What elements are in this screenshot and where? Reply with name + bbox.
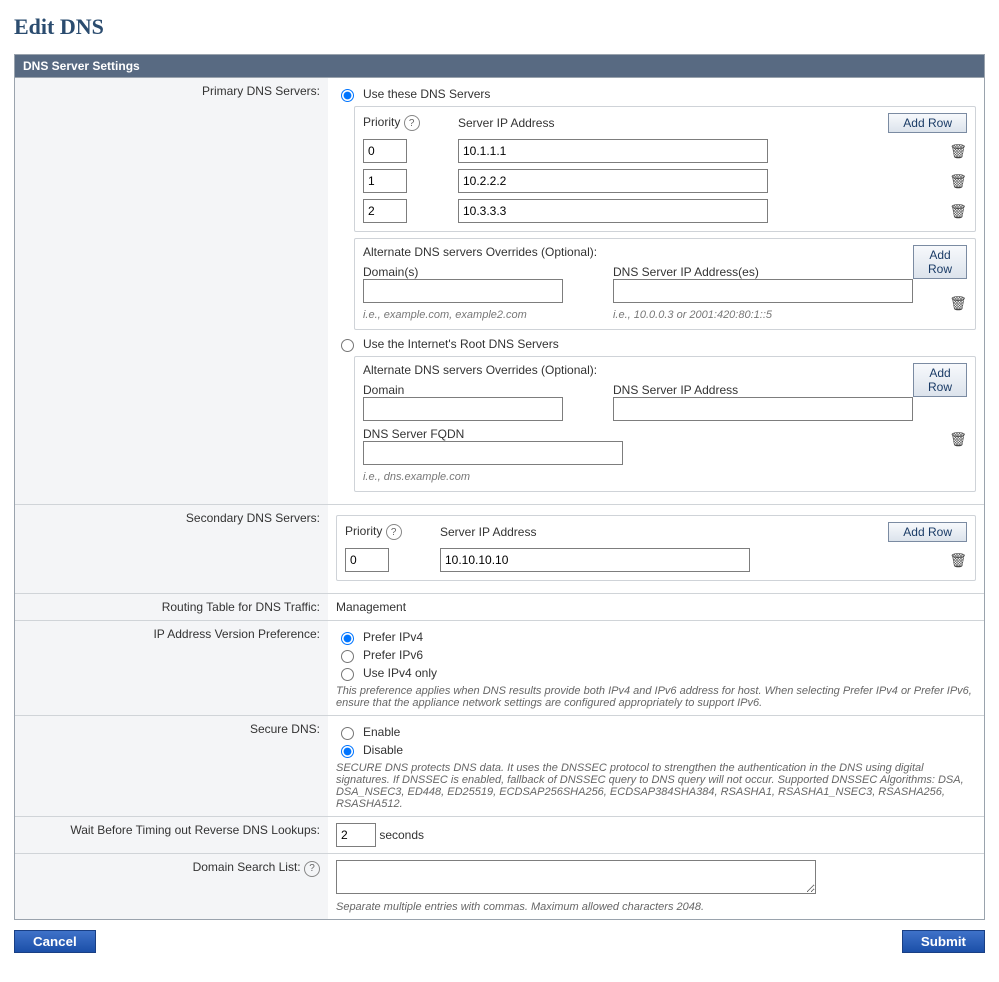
help-icon[interactable]: ? — [404, 115, 420, 131]
override-b-domain-header: Domain — [363, 383, 583, 397]
search-list-hint: Separate multiple entries with commas. M… — [336, 901, 976, 913]
override-a-title: Alternate DNS servers Overrides (Optiona… — [363, 245, 913, 259]
secure-dns-enable-radio[interactable] — [341, 727, 354, 740]
primary-add-row-button[interactable]: Add Row — [888, 113, 967, 133]
routing-label: Routing Table for DNS Traffic: — [15, 594, 328, 621]
use-these-dns-radio[interactable] — [341, 89, 354, 102]
use-ipv4-only-radio[interactable] — [341, 668, 354, 681]
secure-dns-disable-text: Disable — [363, 743, 403, 757]
server-ip-input[interactable] — [458, 199, 768, 223]
help-icon[interactable]: ? — [304, 861, 320, 877]
secure-dns-label: Secure DNS: — [15, 716, 328, 817]
dns-settings-panel: DNS Server Settings Primary DNS Servers:… — [14, 54, 985, 920]
override-b-domain-input[interactable] — [363, 397, 563, 421]
override-b-ip-header: DNS Server IP Address — [613, 383, 913, 397]
use-ipv4-only-text: Use IPv4 only — [363, 666, 437, 680]
trash-icon[interactable]: 🗑 — [949, 431, 967, 448]
timeout-input[interactable] — [336, 823, 376, 847]
col-priority-header: Priority — [345, 524, 382, 538]
timeout-unit: seconds — [379, 828, 424, 842]
trash-icon[interactable]: 🗑 — [949, 552, 967, 568]
server-ip-input[interactable] — [440, 548, 750, 572]
use-root-dns-text: Use the Internet's Root DNS Servers — [363, 337, 559, 351]
trash-icon[interactable]: 🗑 — [949, 295, 967, 312]
secondary-dns-table: Priority ? Server IP Address Add Row — [336, 515, 976, 581]
override-b-fqdn-hint: i.e., dns.example.com — [363, 471, 913, 483]
col-server-ip-header: Server IP Address — [440, 525, 860, 539]
secure-dns-enable-text: Enable — [363, 725, 400, 739]
override-b-box: Alternate DNS servers Overrides (Optiona… — [354, 356, 976, 492]
panel-header: DNS Server Settings — [15, 55, 984, 78]
primary-dns-row: 🗑 — [363, 169, 967, 193]
primary-dns-table: Priority ? Server IP Address Add Row — [354, 106, 976, 232]
override-a-domain-hint: i.e., example.com, example2.com — [363, 309, 583, 321]
override-b-fqdn-header: DNS Server FQDN — [363, 427, 913, 441]
override-a-add-row-button[interactable]: Add Row — [913, 245, 967, 279]
col-priority-header: Priority — [363, 115, 400, 129]
trash-icon[interactable]: 🗑 — [949, 143, 967, 159]
ip-pref-note: This preference applies when DNS results… — [336, 685, 976, 709]
prefer-ipv4-text: Prefer IPv4 — [363, 630, 423, 644]
prefer-ipv4-radio[interactable] — [341, 632, 354, 645]
override-a-domain-header: Domain(s) — [363, 265, 583, 279]
primary-dns-row: 🗑 — [363, 139, 967, 163]
primary-dns-label: Primary DNS Servers: — [15, 78, 328, 505]
priority-input[interactable] — [363, 199, 407, 223]
override-b-fqdn-input[interactable] — [363, 441, 623, 465]
col-server-ip-header: Server IP Address — [458, 116, 878, 130]
priority-input[interactable] — [363, 139, 407, 163]
override-a-ips-hint: i.e., 10.0.0.3 or 2001:420:80:1::5 — [613, 309, 913, 321]
primary-dns-row: 🗑 — [363, 199, 967, 223]
use-root-dns-radio[interactable] — [341, 339, 354, 352]
override-a-ips-input[interactable] — [613, 279, 913, 303]
secondary-dns-label: Secondary DNS Servers: — [15, 505, 328, 594]
override-a-ips-header: DNS Server IP Address(es) — [613, 265, 913, 279]
submit-button[interactable]: Submit — [902, 930, 985, 953]
priority-input[interactable] — [345, 548, 389, 572]
server-ip-input[interactable] — [458, 139, 768, 163]
prefer-ipv6-text: Prefer IPv6 — [363, 648, 423, 662]
secure-dns-disable-radio[interactable] — [341, 745, 354, 758]
help-icon[interactable]: ? — [386, 524, 402, 540]
override-a-domain-input[interactable] — [363, 279, 563, 303]
priority-input[interactable] — [363, 169, 407, 193]
override-b-add-row-button[interactable]: Add Row — [913, 363, 967, 397]
routing-value: Management — [328, 594, 984, 621]
use-these-dns-text: Use these DNS Servers — [363, 87, 490, 101]
trash-icon[interactable]: 🗑 — [949, 203, 967, 219]
search-list-label: Domain Search List: — [193, 860, 301, 874]
trash-icon[interactable]: 🗑 — [949, 173, 967, 189]
override-b-ip-input[interactable] — [613, 397, 913, 421]
timeout-label: Wait Before Timing out Reverse DNS Looku… — [15, 817, 328, 854]
secondary-dns-row: 🗑 — [345, 548, 967, 572]
server-ip-input[interactable] — [458, 169, 768, 193]
secure-dns-note: SECURE DNS protects DNS data. It uses th… — [336, 762, 976, 810]
domain-search-list-input[interactable] — [336, 860, 816, 894]
override-b-title: Alternate DNS servers Overrides (Optiona… — [363, 363, 913, 377]
override-a-box: Alternate DNS servers Overrides (Optiona… — [354, 238, 976, 330]
page-title: Edit DNS — [14, 14, 985, 40]
cancel-button[interactable]: Cancel — [14, 930, 96, 953]
secondary-add-row-button[interactable]: Add Row — [888, 522, 967, 542]
ip-pref-label: IP Address Version Preference: — [15, 621, 328, 716]
prefer-ipv6-radio[interactable] — [341, 650, 354, 663]
